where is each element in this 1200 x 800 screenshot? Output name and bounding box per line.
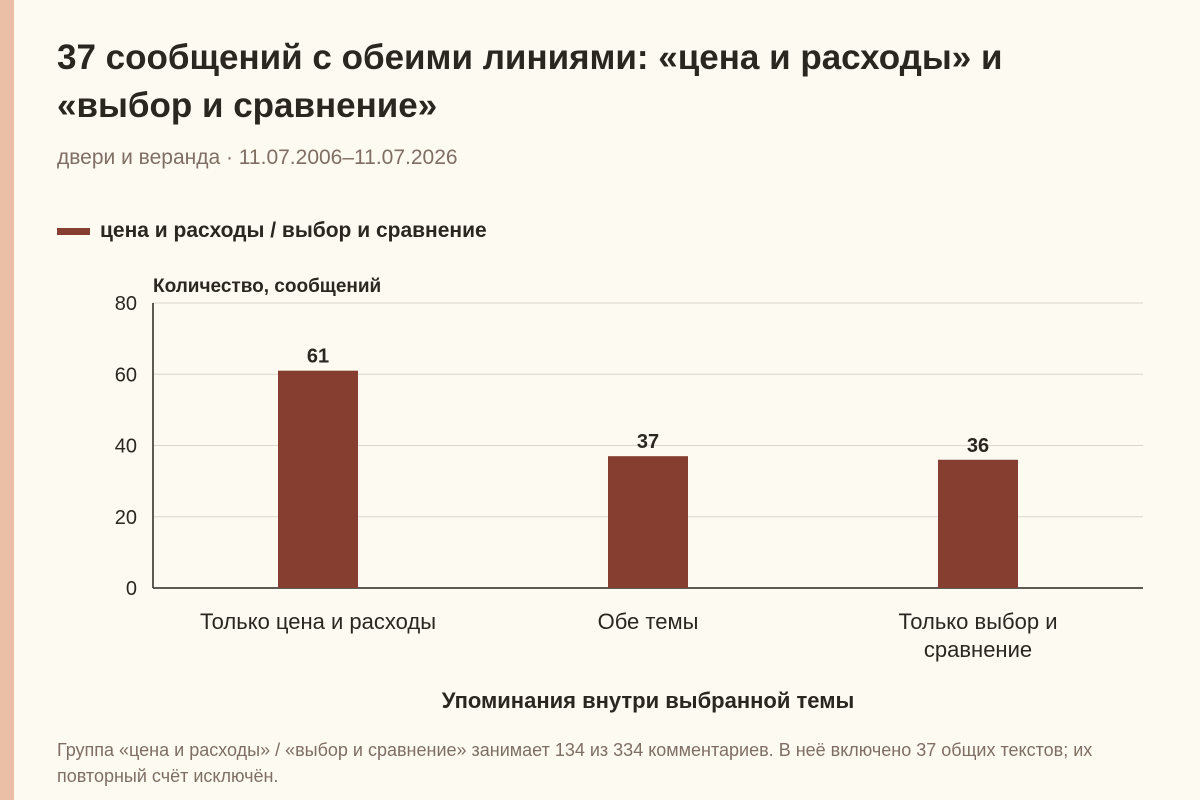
bar: [608, 456, 688, 588]
y-tick-label: 80: [115, 293, 137, 315]
x-tick-label: Обе темы: [598, 609, 699, 634]
bar: [278, 370, 358, 588]
legend-swatch: [57, 227, 90, 235]
x-tick-label: Только цена и расходы: [200, 609, 436, 634]
y-axis-label: Количество, сообщений: [153, 276, 381, 297]
bar-chart: 0 20 40 60 80 Количество, сообщений 61 Только ц…: [115, 276, 1143, 713]
legend-label: цена и расходы / выбор и сравнение: [100, 219, 487, 242]
y-tick-label: 60: [115, 364, 137, 386]
legend: цена и расходы / выбор и сравнение: [57, 219, 487, 243]
bar-value-label: 37: [637, 431, 659, 453]
bar: [938, 459, 1018, 588]
x-tick-label: Только выбор и сравнение: [899, 609, 1058, 662]
chart-caption: Группа «цена и расходы» / «выбор и сравн…: [57, 740, 1093, 786]
y-tick-label: 40: [115, 436, 137, 458]
chart-subtitle: двери и веранда · 11.07.2006–11.07.2026: [57, 146, 458, 169]
y-tick-label: 0: [126, 578, 137, 600]
x-axis-label: Упоминания внутри выбранной темы: [442, 688, 855, 713]
accent-strip: [0, 0, 14, 800]
bar-value-label: 36: [967, 435, 989, 457]
chart-title: 37 сообщений с обеими линиями: «цена и р…: [57, 38, 1003, 125]
bar-value-label: 61: [307, 346, 329, 368]
y-tick-label: 20: [115, 507, 137, 529]
